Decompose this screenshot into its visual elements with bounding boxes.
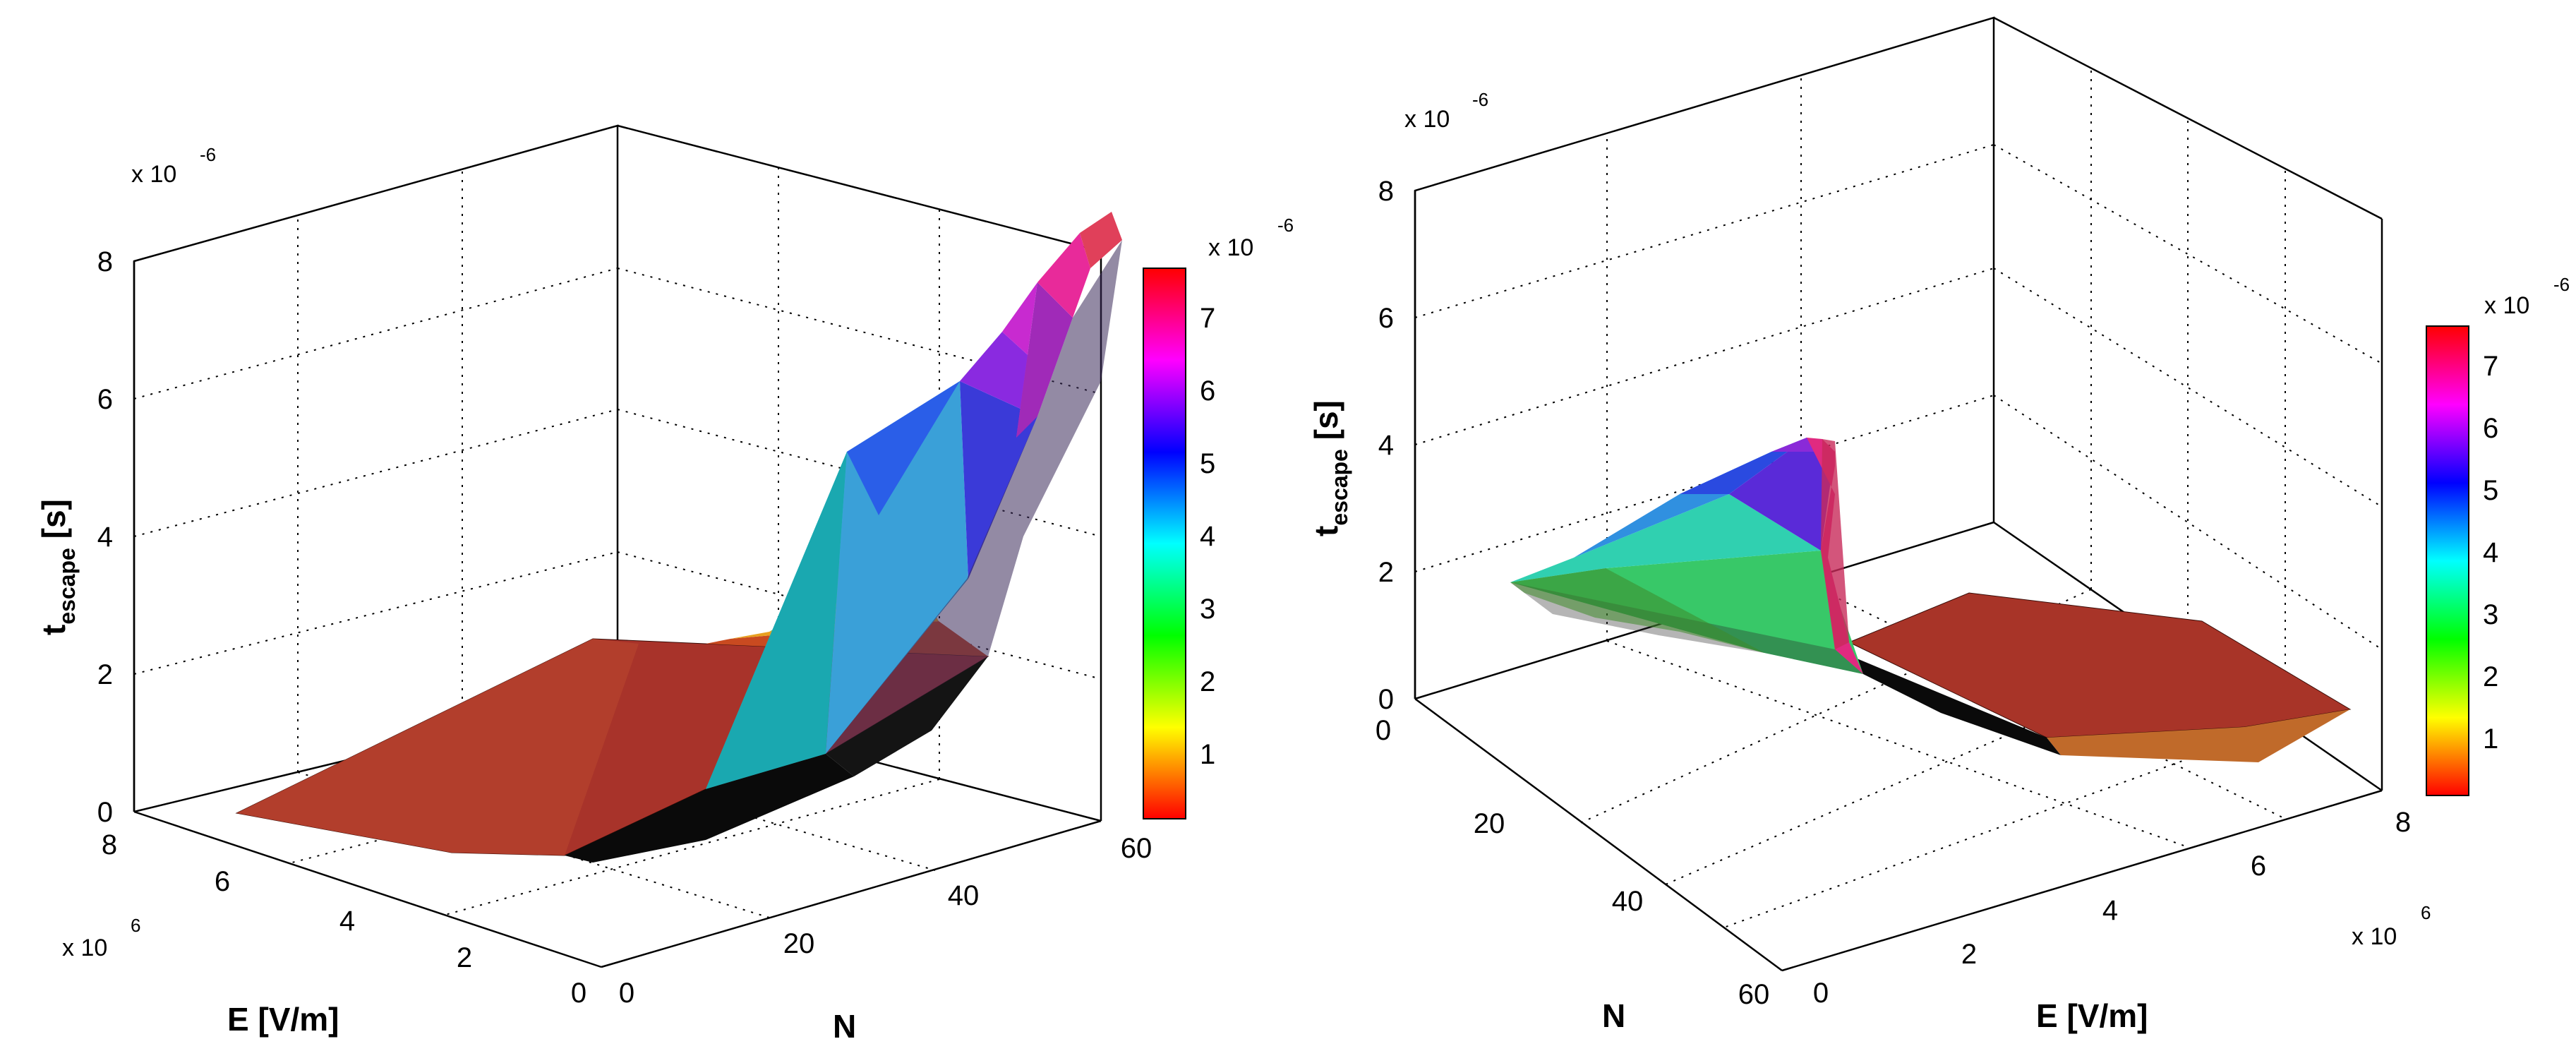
colorbar-tick: 1 [1200, 739, 1215, 770]
e-tick-label: 0 [571, 978, 586, 1009]
colorbar-right: 1 2 3 4 5 6 7 x 10 -6 [2426, 274, 2570, 796]
z-tick-label: 0 [1378, 684, 1394, 715]
n-tick-label: 0 [619, 978, 634, 1009]
z-tick-label: 8 [97, 246, 113, 277]
e-axis-left: 0 2 4 6 8 x 10 6 E [V/m] [62, 829, 586, 1038]
e-multiplier-exp: 6 [131, 915, 140, 936]
z-tick-label: 2 [1378, 557, 1394, 588]
colorbar-tick: 2 [2483, 661, 2498, 692]
colorbar-tick: 6 [2483, 413, 2498, 444]
z-multiplier-base: x 10 [131, 161, 176, 188]
n-tick-label: 60 [1121, 833, 1152, 864]
e-axis-title: E [V/m] [2036, 997, 2148, 1034]
e-tick-label: 8 [2395, 807, 2411, 838]
colorbar-tick: 7 [1200, 303, 1215, 334]
surface-left [235, 212, 1122, 863]
n-tick-label: 0 [1376, 715, 1391, 746]
e-multiplier-exp: 6 [2421, 902, 2431, 923]
e-multiplier-base: x 10 [62, 935, 107, 961]
z-axis-title: tescape [s] [1308, 400, 1352, 536]
n-axis-right: 0 20 40 60 N [1376, 715, 1769, 1034]
colorbar-tick: 5 [1200, 448, 1215, 479]
e-tick-label: 2 [1961, 939, 1977, 970]
z-multiplier-exp: -6 [200, 144, 216, 165]
z-axis-title-unit: [s] [1308, 400, 1344, 449]
e-tick-label: 2 [457, 942, 472, 973]
z-axis-left: 0 2 4 6 8 x 10 -6 tescape [s] [35, 144, 216, 828]
colorbar-tick: 4 [1200, 521, 1215, 552]
e-tick-label: 8 [102, 829, 117, 860]
z-axis-title-unit: [s] [35, 499, 72, 548]
z-axis-right: 0 2 4 6 8 x 10 -6 tescape [s] [1308, 89, 1488, 715]
z-axis-title-sub: escape [1327, 449, 1352, 526]
colorbar-multiplier-exp: -6 [1277, 215, 1294, 236]
colorbar-tick: 3 [2483, 599, 2498, 630]
colorbar-tick: 1 [2483, 723, 2498, 755]
surface-plot-left: 0 2 4 6 8 x 10 -6 tescape [s] 0 2 4 6 8 … [35, 124, 1294, 1045]
colorbar-tick: 7 [2483, 351, 2498, 382]
n-tick-label: 60 [1738, 979, 1770, 1010]
n-tick-label: 20 [1474, 808, 1505, 839]
colorbar-tick: 6 [1200, 376, 1215, 407]
e-axis-right: 0 2 4 6 8 x 10 6 E [V/m] [1813, 807, 2431, 1034]
e-tick-label: 0 [1813, 978, 1829, 1009]
e-multiplier-base: x 10 [2352, 923, 2397, 950]
e-tick-label: 4 [339, 906, 355, 937]
axes-box-right [1414, 16, 2383, 972]
colorbar-left: 1 2 3 4 5 6 7 x 10 -6 [1143, 215, 1294, 819]
n-axis-title: N [1602, 997, 1625, 1034]
surface-plot-right: 0 2 4 6 8 x 10 -6 tescape [s] 0 20 40 60… [1308, 16, 2570, 1034]
colorbar-tick: 3 [1200, 594, 1215, 625]
n-tick-label: 20 [783, 928, 815, 959]
z-tick-label: 4 [97, 522, 113, 553]
e-tick-label: 4 [2102, 895, 2118, 926]
n-axis-title: N [833, 1008, 856, 1045]
colorbar-gradient [1143, 268, 1186, 819]
z-multiplier-exp: -6 [1472, 89, 1488, 110]
colorbar-gradient [2426, 325, 2469, 796]
colorbar-multiplier-exp: -6 [2553, 274, 2570, 295]
z-tick-label: 0 [97, 797, 113, 828]
z-tick-label: 6 [97, 384, 113, 415]
z-tick-label: 8 [1378, 176, 1394, 207]
colorbar-tick: 5 [2483, 475, 2498, 506]
colorbar-tick: 4 [2483, 537, 2498, 568]
e-tick-label: 6 [2251, 851, 2266, 882]
n-tick-label: 40 [948, 880, 980, 911]
z-tick-label: 6 [1378, 303, 1394, 334]
e-tick-label: 6 [215, 866, 230, 897]
e-axis-title: E [V/m] [227, 1001, 339, 1038]
z-axis-title-main: t [1308, 526, 1344, 536]
z-axis-title-sub: escape [54, 548, 80, 625]
colorbar-multiplier-base: x 10 [1208, 234, 1253, 261]
colorbar-multiplier-base: x 10 [2484, 292, 2529, 319]
colorbar-tick: 2 [1200, 666, 1215, 697]
n-axis-left: 0 20 40 60 N [619, 833, 1152, 1045]
z-tick-label: 2 [97, 659, 113, 690]
z-tick-label: 4 [1378, 430, 1394, 461]
z-axis-title-main: t [35, 625, 72, 635]
surface-right [1510, 438, 2352, 762]
z-multiplier-base: x 10 [1404, 106, 1450, 133]
z-axis-title: tescape [s] [35, 499, 80, 635]
n-tick-label: 40 [1612, 886, 1644, 917]
